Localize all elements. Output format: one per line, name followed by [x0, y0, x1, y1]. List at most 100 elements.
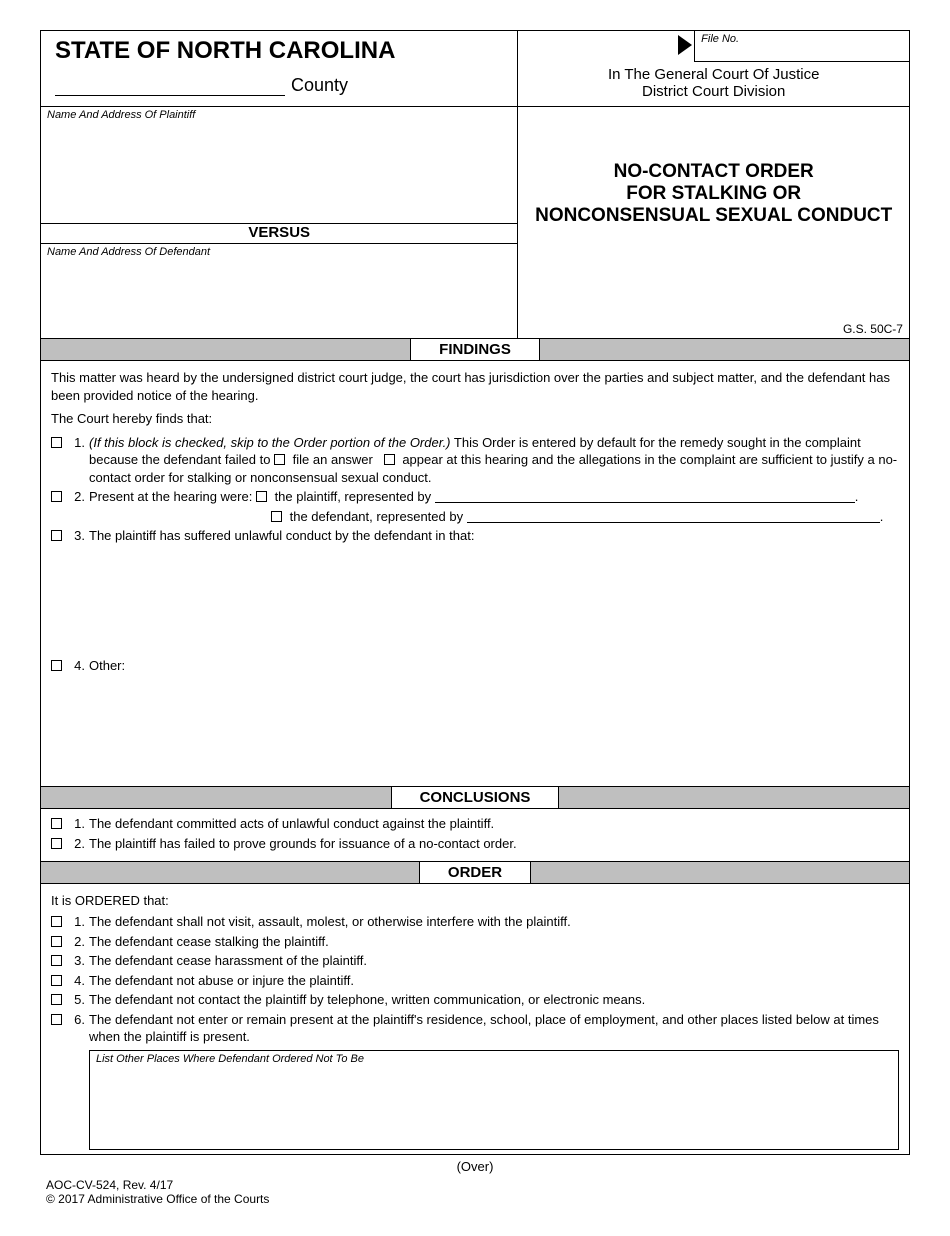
form-container: STATE OF NORTH CAROLINA County File No. …	[40, 30, 910, 1155]
order-item-5: 5. The defendant not contact the plainti…	[51, 991, 899, 1009]
checkbox-order-5[interactable]	[51, 994, 62, 1005]
defendant-rep-line[interactable]	[467, 511, 880, 523]
findings-item-4: 4. Other:	[51, 657, 899, 675]
checkbox-conclusions-1[interactable]	[51, 818, 62, 829]
state-title: STATE OF NORTH CAROLINA	[41, 31, 517, 71]
findings-intro: This matter was heard by the undersigned…	[51, 369, 899, 404]
findings-lead: The Court hereby finds that:	[51, 410, 899, 428]
conclusions-item-1: 1. The defendant committed acts of unlaw…	[51, 815, 899, 833]
order-3-num: 3.	[69, 952, 89, 970]
order-body: It is ORDERED that: 1. The defendant sha…	[41, 884, 909, 1154]
order-bar: ORDER	[41, 861, 909, 884]
conclusions-1-num: 1.	[69, 815, 89, 833]
order-5-num: 5.	[69, 991, 89, 1009]
order-1-text: The defendant shall not visit, assault, …	[89, 913, 899, 931]
versus-label: VERSUS	[41, 223, 517, 244]
findings-4-num: 4.	[69, 657, 89, 675]
order-item-6: 6. The defendant not enter or remain pre…	[51, 1011, 899, 1046]
checkbox-order-2[interactable]	[51, 936, 62, 947]
checkbox-findings-4[interactable]	[51, 660, 62, 671]
findings-item-2b: the defendant, represented by .	[271, 508, 899, 526]
header-left: STATE OF NORTH CAROLINA County	[41, 31, 518, 106]
form-title-line-3: NONCONSENSUAL SEXUAL CONDUCT	[526, 205, 901, 227]
findings-2-d: the defendant, represented by	[290, 509, 467, 524]
order-4-text: The defendant not abuse or injure the pl…	[89, 972, 899, 990]
parties-left: Name And Address Of Plaintiff VERSUS Nam…	[41, 107, 518, 338]
checkbox-conclusions-2[interactable]	[51, 838, 62, 849]
findings-1-num: 1.	[69, 434, 89, 487]
order-label: ORDER	[419, 862, 531, 883]
findings-2-p: the plaintiff, represented by	[271, 489, 435, 504]
findings-3-num: 3.	[69, 527, 89, 545]
file-no-box[interactable]: File No.	[694, 31, 909, 62]
checkbox-defendant-present[interactable]	[271, 511, 282, 522]
statute-ref: G.S. 50C-7	[518, 320, 909, 338]
findings-4-text: Other:	[89, 657, 899, 675]
order-1-num: 1.	[69, 913, 89, 931]
plaintiff-input-area[interactable]	[41, 123, 517, 223]
order-lead: It is ORDERED that:	[51, 892, 899, 910]
order-4-num: 4.	[69, 972, 89, 990]
header-row: STATE OF NORTH CAROLINA County File No. …	[41, 31, 909, 107]
findings-3-space[interactable]	[51, 547, 899, 657]
form-title-cell: NO-CONTACT ORDER FOR STALKING OR NONCONS…	[518, 107, 909, 338]
checkbox-findings-1[interactable]	[51, 437, 62, 448]
court-lines: In The General Court Of Justice District…	[518, 62, 909, 106]
defendant-input-area[interactable]	[41, 260, 517, 338]
checkbox-findings-3[interactable]	[51, 530, 62, 541]
order-item-2: 2. The defendant cease stalking the plai…	[51, 933, 899, 951]
order-item-3: 3. The defendant cease harassment of the…	[51, 952, 899, 970]
order-2-text: The defendant cease stalking the plainti…	[89, 933, 899, 951]
court-line-1: In The General Court Of Justice	[524, 66, 903, 83]
other-places-label: List Other Places Where Defendant Ordere…	[90, 1051, 898, 1067]
order-item-4: 4. The defendant not abuse or injure the…	[51, 972, 899, 990]
findings-1-italic: (If this block is checked, skip to the O…	[89, 435, 451, 450]
checkbox-file-answer[interactable]	[274, 454, 285, 465]
over-label: (Over)	[40, 1155, 910, 1176]
order-3-text: The defendant cease harassment of the pl…	[89, 952, 899, 970]
county-line: County	[41, 71, 517, 102]
court-line-2: District Court Division	[524, 83, 903, 100]
order-6-num: 6.	[69, 1011, 89, 1046]
findings-3-text: The plaintiff has suffered unlawful cond…	[89, 527, 899, 545]
findings-4-space[interactable]	[51, 676, 899, 776]
conclusions-2-num: 2.	[69, 835, 89, 853]
findings-2-num: 2.	[69, 488, 89, 506]
plaintiff-label: Name And Address Of Plaintiff	[41, 107, 517, 123]
conclusions-1-text: The defendant committed acts of unlawful…	[89, 815, 899, 833]
other-places-box[interactable]: List Other Places Where Defendant Ordere…	[89, 1050, 899, 1150]
findings-bar: FINDINGS	[41, 338, 909, 361]
form-title-line-2: FOR STALKING OR	[526, 183, 901, 205]
footer-line-1: AOC-CV-524, Rev. 4/17	[46, 1178, 910, 1192]
header-right: File No. In The General Court Of Justice…	[518, 31, 909, 106]
checkbox-appear-hearing[interactable]	[384, 454, 395, 465]
order-6-text: The defendant not enter or remain presen…	[89, 1011, 899, 1046]
checkbox-findings-2[interactable]	[51, 491, 62, 502]
order-5-text: The defendant not contact the plaintiff …	[89, 991, 899, 1009]
file-no-row: File No.	[518, 31, 909, 62]
findings-item-3: 3. The plaintiff has suffered unlawful c…	[51, 527, 899, 545]
checkbox-plaintiff-present[interactable]	[256, 491, 267, 502]
findings-1-opt1: file an answer	[289, 452, 376, 467]
checkbox-order-4[interactable]	[51, 975, 62, 986]
findings-2-a: Present at the hearing were:	[89, 489, 252, 504]
conclusions-bar: CONCLUSIONS	[41, 786, 909, 809]
county-input-line[interactable]	[55, 78, 285, 96]
findings-label: FINDINGS	[410, 339, 540, 360]
arrow-icon	[678, 31, 694, 55]
conclusions-item-2: 2. The plaintiff has failed to prove gro…	[51, 835, 899, 853]
findings-1-opt2: appear at this hearing	[399, 452, 532, 467]
conclusions-body: 1. The defendant committed acts of unlaw…	[41, 809, 909, 860]
form-title-line-1: NO-CONTACT ORDER	[526, 161, 901, 183]
checkbox-order-1[interactable]	[51, 916, 62, 927]
footer-line-2: © 2017 Administrative Office of the Cour…	[46, 1192, 910, 1206]
checkbox-order-6[interactable]	[51, 1014, 62, 1025]
findings-body: This matter was heard by the undersigned…	[41, 361, 909, 786]
findings-item-2: 2. Present at the hearing were: the plai…	[51, 488, 899, 506]
parties-title-row: Name And Address Of Plaintiff VERSUS Nam…	[41, 107, 909, 338]
conclusions-2-text: The plaintiff has failed to prove ground…	[89, 835, 899, 853]
checkbox-order-3[interactable]	[51, 955, 62, 966]
conclusions-label: CONCLUSIONS	[391, 787, 560, 808]
plaintiff-rep-line[interactable]	[435, 491, 855, 503]
file-no-label: File No.	[701, 33, 739, 45]
